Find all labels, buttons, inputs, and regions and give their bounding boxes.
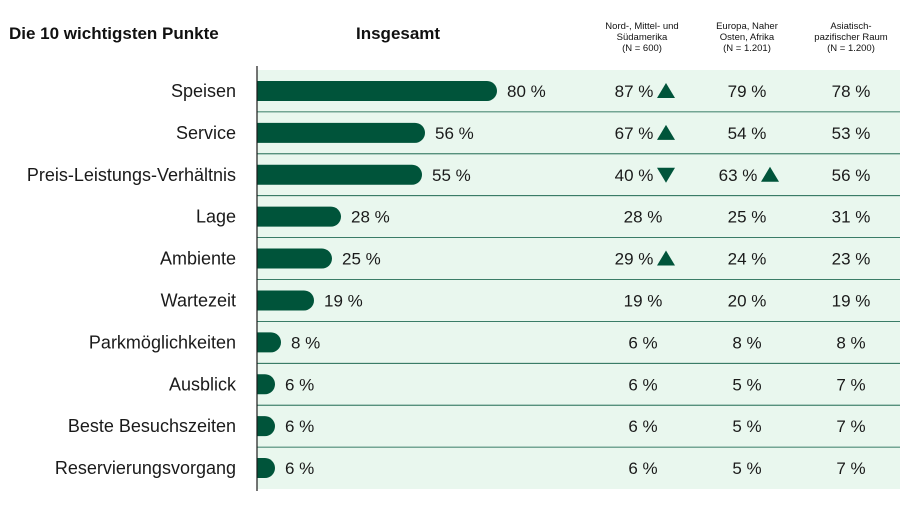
region-value: 7 %	[836, 375, 865, 394]
region-value: 8 %	[836, 333, 865, 352]
region-value: 87 %	[615, 82, 654, 101]
region-header-line: (N = 600)	[622, 43, 662, 54]
region-header-line: Nord-, Mittel- und	[605, 21, 679, 32]
region-value: 7 %	[836, 417, 865, 436]
region-value: 63 %	[719, 166, 758, 185]
region-value: 5 %	[732, 459, 761, 478]
region-value: 25 %	[728, 208, 767, 227]
region-value: 19 %	[624, 291, 663, 310]
bar	[257, 80, 497, 101]
region-value: 31 %	[832, 208, 871, 227]
bar-value-label: 19 %	[324, 291, 363, 310]
region-value: 79 %	[728, 82, 767, 101]
region-value: 5 %	[732, 417, 761, 436]
bar	[257, 416, 275, 437]
category-label: Service	[176, 123, 236, 143]
category-label: Beste Besuchszeiten	[68, 416, 236, 436]
bar-value-label: 6 %	[285, 375, 314, 394]
category-label: Preis-Leistungs-Verhältnis	[27, 165, 236, 185]
region-header-line: pazifischer Raum	[814, 32, 888, 43]
region-header-line: Osten, Afrika	[719, 32, 775, 43]
region-header-line: (N = 1.201)	[723, 43, 771, 54]
bar	[257, 164, 422, 185]
region-value: 6 %	[628, 417, 657, 436]
triangle-up-icon	[657, 250, 675, 266]
region-header-americas: Nord-, Mittel- und Südamerika (N = 600)	[589, 21, 695, 54]
bar	[257, 248, 332, 269]
category-label: Reservierungsvorgang	[55, 458, 236, 478]
region-value: 7 %	[836, 459, 865, 478]
region-value: 56 %	[832, 166, 871, 185]
bar-value-label: 28 %	[351, 208, 390, 227]
triangle-up-icon	[657, 82, 675, 98]
chart-title: Die 10 wichtigsten Punkte	[9, 24, 219, 43]
total-column-header: Insgesamt	[356, 24, 441, 43]
category-label: Ambiente	[160, 249, 236, 269]
region-header-line: (N = 1.200)	[827, 43, 875, 54]
region-value: 6 %	[628, 459, 657, 478]
region-value: 29 %	[615, 250, 654, 269]
bar-value-label: 8 %	[291, 333, 320, 352]
bar	[257, 458, 275, 479]
category-label: Wartezeit	[161, 290, 236, 310]
region-value: 40 %	[615, 166, 654, 185]
bar-value-label: 56 %	[435, 124, 474, 143]
region-value: 5 %	[732, 375, 761, 394]
bar-value-label: 80 %	[507, 82, 546, 101]
triangle-up-icon	[657, 124, 675, 140]
region-value: 6 %	[628, 333, 657, 352]
region-value: 78 %	[832, 82, 871, 101]
bar	[257, 374, 275, 395]
region-value: 6 %	[628, 375, 657, 394]
region-value: 19 %	[832, 291, 871, 310]
category-label: Speisen	[171, 81, 236, 101]
bar-value-label: 6 %	[285, 459, 314, 478]
bar-value-label: 6 %	[285, 417, 314, 436]
bar	[257, 122, 425, 143]
region-value: 28 %	[624, 208, 663, 227]
region-value: 20 %	[728, 291, 767, 310]
region-value: 23 %	[832, 250, 871, 269]
triangle-up-icon	[761, 166, 779, 182]
bar	[257, 290, 314, 311]
region-header-line: Asiatisch-	[830, 21, 872, 32]
bar-value-label: 25 %	[342, 250, 381, 269]
bar-value-label: 55 %	[432, 166, 471, 185]
region-header-emea: Europa, Naher Osten, Afrika (N = 1.201)	[694, 21, 800, 54]
region-header-apac: Asiatisch- pazifischer Raum (N = 1.200)	[798, 21, 900, 54]
category-label: Ausblick	[169, 374, 237, 394]
category-label: Lage	[196, 207, 236, 227]
region-value: 8 %	[732, 333, 761, 352]
region-value: 53 %	[832, 124, 871, 143]
region-header-line: Europa, Naher	[716, 21, 778, 32]
region-value: 24 %	[728, 250, 767, 269]
region-value: 67 %	[615, 124, 654, 143]
bar	[257, 206, 342, 227]
region-header-line: Südamerika	[616, 32, 668, 43]
bar	[257, 332, 281, 353]
triangle-down-icon	[657, 167, 675, 183]
category-label: Parkmöglichkeiten	[89, 332, 236, 352]
region-value: 54 %	[728, 124, 767, 143]
